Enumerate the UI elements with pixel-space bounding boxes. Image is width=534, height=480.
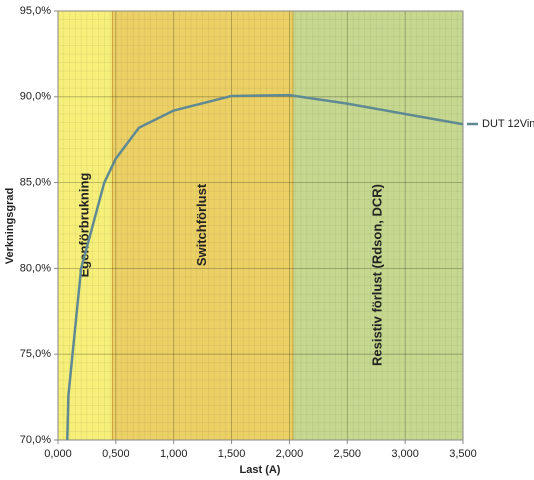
region-label: Resistiv förlust (Rdson, DCR) bbox=[369, 184, 384, 366]
y-tick-label: 80,0% bbox=[20, 262, 51, 274]
x-axis-title: Last (A) bbox=[240, 464, 281, 476]
y-tick-label: 95,0% bbox=[20, 5, 51, 17]
y-tick-label: 70,0% bbox=[20, 434, 51, 446]
region bbox=[58, 11, 113, 440]
x-tick-label: 2,500 bbox=[334, 448, 362, 460]
x-tick-label: 0,500 bbox=[102, 448, 130, 460]
x-tick-label: 2,000 bbox=[276, 448, 304, 460]
region-label: Switchförlust bbox=[194, 183, 209, 266]
y-tick-label: 85,0% bbox=[20, 177, 51, 189]
x-tick-label: 1,500 bbox=[218, 448, 246, 460]
series-line bbox=[66, 93, 464, 441]
y-axis-title: Verkningsgrad bbox=[4, 188, 16, 264]
x-tick-label: 3,500 bbox=[449, 448, 477, 460]
legend-label: DUT 12Vin bbox=[482, 118, 534, 130]
x-tick-label: 3,000 bbox=[391, 448, 419, 460]
plot-border bbox=[57, 10, 464, 441]
y-tick-label: 75,0% bbox=[20, 348, 51, 360]
y-tick-label: 90,0% bbox=[20, 91, 51, 103]
x-tick-label: 0,000 bbox=[44, 448, 72, 460]
region bbox=[112, 11, 293, 440]
region bbox=[292, 11, 463, 440]
region-label: Egenförbrukning bbox=[77, 173, 92, 278]
x-tick-label: 1,000 bbox=[160, 448, 188, 460]
